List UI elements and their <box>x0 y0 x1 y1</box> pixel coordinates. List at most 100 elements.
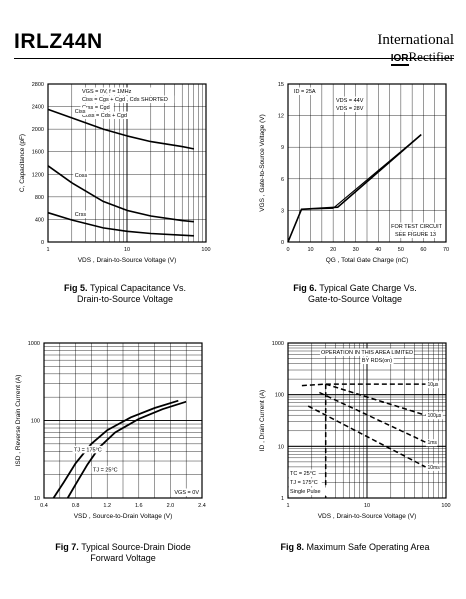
fig5-ytick-label: 0 <box>41 240 44 246</box>
fig7-series-line <box>66 400 187 499</box>
fig6-annotation: ID = 25A <box>294 89 316 95</box>
fig7-xtick-label: 2.0 <box>167 503 175 509</box>
fig5-annotation-bg <box>80 87 154 95</box>
fig6-xtick-label: 30 <box>353 247 359 253</box>
fig7-xtick-label: 2.4 <box>198 503 206 509</box>
fig5-xtick-label: 100 <box>201 247 210 253</box>
fig6-xtick-label: 10 <box>308 247 314 253</box>
fig5-annotation: VGS = 0V, f = 1MHz <box>82 89 132 95</box>
fig8-annotation-bg <box>425 463 440 471</box>
fig6-ytick-label: 15 <box>278 82 284 88</box>
fig6-annotation: FOR TEST CIRCUIT <box>391 224 442 230</box>
fig6-xtick-label: 70 <box>443 247 449 253</box>
fig6-caption-text: Typical Gate Charge Vs. <box>319 283 417 293</box>
fig8-annotation: TC = 25°C <box>290 471 316 477</box>
fig8-annotation-bg <box>425 381 440 389</box>
fig5-annotation-bg <box>73 171 89 179</box>
fig8-annotation: OPERATION IN THIS AREA LIMITED <box>321 350 413 356</box>
fig5-y-axis-label: C, Capacitance (pF) <box>19 134 26 192</box>
fig5-ytick-label: 400 <box>35 217 44 223</box>
fig6-annotation-bg <box>393 230 436 238</box>
fig6-annotation-bg <box>390 222 442 230</box>
fig5-annotation-bg <box>80 111 132 119</box>
logo-line1: International <box>377 32 454 48</box>
fig5-annotation: Crss <box>75 212 87 218</box>
fig5-series-line <box>47 165 194 223</box>
fig5-caption-text: Typical Capacitance Vs. <box>89 283 187 293</box>
fig5-ytick-label: 1600 <box>32 150 44 156</box>
fig5-x-axis-label: VDS , Drain-to-Source Voltage (V) <box>78 257 177 264</box>
fig6-ytick-label: 3 <box>281 208 284 214</box>
fig5-annotation-bg <box>73 210 89 218</box>
fig7-ytick-label: 1000 <box>28 341 40 347</box>
header-rule <box>14 58 454 59</box>
fig5-annotation: Coss <box>75 173 88 179</box>
fig8-annotation-bg <box>320 348 414 356</box>
fig8-annotation: 1ms <box>427 440 437 446</box>
fig5-ytick-label: 2800 <box>32 82 44 88</box>
fig8-annotation-bg <box>288 469 319 477</box>
fig8-annotation-bg <box>360 356 394 364</box>
fig6-xtick-label: 20 <box>330 247 336 253</box>
fig5-xtick-label: 1 <box>46 247 49 253</box>
fig5-annotation: Ciss <box>75 109 86 115</box>
fig6-ytick-label: 6 <box>281 177 284 183</box>
fig8-annotation: 10ms <box>427 465 440 471</box>
fig6-annotation-bg <box>292 87 320 95</box>
fig7-caption-num: Fig 7. <box>55 542 79 552</box>
fig6-caption: Fig 6. Typical Gate Charge Vs. Gate-to-S… <box>250 283 460 305</box>
fig8-xtick-label: 1 <box>286 503 289 509</box>
fig5-annotation: Crss = Cgd <box>82 105 110 111</box>
fig5-caption-num: Fig 5. <box>63 283 88 293</box>
fig5-xtick-label: 10 <box>124 247 130 253</box>
fig6-y-axis-label: VGS , Gate-to-Source Voltage (V) <box>259 114 266 212</box>
fig8-annotation: Single Pulse <box>290 489 321 495</box>
fig7-annotation: TJ = 25°C <box>93 467 118 473</box>
fig8-xtick-label: 100 <box>441 503 450 509</box>
fig8-annotation-bg <box>425 439 438 447</box>
fig5-annotation-bg <box>80 103 114 111</box>
fig8-series-line <box>319 391 426 443</box>
fig7-ytick-label: 10 <box>34 496 40 502</box>
fig8-xtick-label: 10 <box>364 503 370 509</box>
fig5-ytick-label: 1200 <box>32 172 44 178</box>
fig6-xtick-label: 40 <box>375 247 381 253</box>
fig6-ytick-label: 0 <box>281 240 284 246</box>
fig6-caption-num: Fig 6. <box>293 283 317 293</box>
fig8-series-line <box>307 405 426 468</box>
fig7-caption-text2: Forward Voltage <box>90 553 156 563</box>
fig8-annotation: 10µs <box>427 382 438 388</box>
fig8-annotation: TJ = 175°C <box>290 480 318 486</box>
logo-line2: Rectifier <box>408 49 454 64</box>
fig6-xtick-label: 0 <box>286 247 289 253</box>
fig6-annotation-bg <box>334 96 365 104</box>
fig7-caption-text: Typical Source-Drain Diode <box>81 542 191 552</box>
fig8-annotation-bg <box>425 412 443 420</box>
fig8-caption: Fig 8. Maximum Safe Operating Area <box>250 542 460 553</box>
fig5-caption-text2: Drain-to-Source Voltage <box>76 294 174 304</box>
fig7-annotation: TJ = 175°C <box>74 447 102 453</box>
fig6-ytick-label: 12 <box>278 114 284 120</box>
fig8-ytick-label: 10 <box>278 444 284 450</box>
fig6-series-line <box>287 134 422 243</box>
fig7-annotation-bg <box>72 445 106 454</box>
fig8-caption-num: Fig 8. <box>280 542 304 552</box>
fig7-annotation: VGS = 0V <box>174 490 199 496</box>
fig6-xtick-label: 60 <box>420 247 426 253</box>
fig8-annotation-bg <box>288 478 322 486</box>
fig7-ytick-label: 100 <box>31 419 40 425</box>
fig8-ytick-label: 1000 <box>272 341 284 347</box>
fig6-annotation: VDS = 44V <box>336 98 364 104</box>
fig8-y-axis-label: ID , Drain Current (A) <box>259 390 266 451</box>
part-number: IRLZ44N <box>14 30 103 53</box>
fig5-annotation: Coss = Cds + Cgd <box>82 113 127 119</box>
fig5-annotation-bg <box>80 95 175 103</box>
fig8-x-axis-label: VDS , Drain-to-Source Voltage (V) <box>318 513 417 520</box>
fig6-ytick-label: 9 <box>281 145 284 151</box>
fig8-annotation: BY RDS(on) <box>362 358 392 364</box>
fig5-ytick-label: 2000 <box>32 127 44 133</box>
fig5-annotation: Ciss = Cgs + Cgd , Cds SHORTED <box>82 97 168 103</box>
fig5-annotation-bg <box>73 107 89 115</box>
fig6-caption-text2: Gate-to-Source Voltage <box>307 294 403 304</box>
